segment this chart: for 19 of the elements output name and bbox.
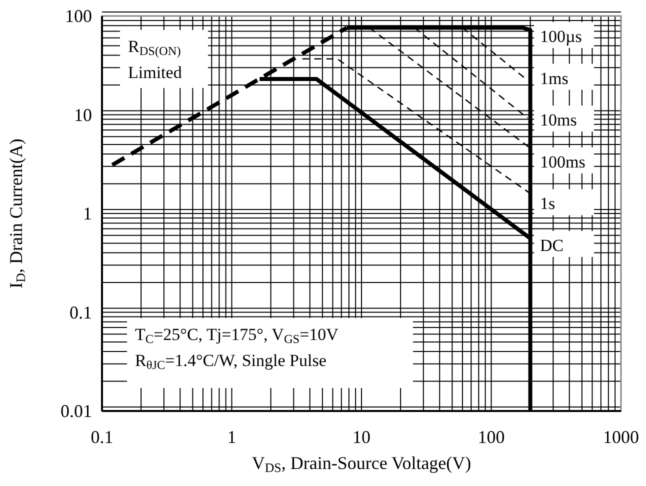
series-label: 100ms bbox=[540, 152, 586, 172]
y-tick-label: 100 bbox=[65, 6, 92, 26]
y-tick-label: 1 bbox=[83, 204, 92, 224]
text: T$_{C}$=25°C, Tj=175°, V$_{GS}$=10V R$_{θJC}$=1.4°C/W, Single Pulse bbox=[135, 325, 338, 372]
y-tick-label: 10 bbox=[74, 104, 92, 125]
series-label: 1s bbox=[540, 194, 556, 214]
x-tick-label: 0.1 bbox=[90, 427, 114, 447]
x-tick-label: 10 bbox=[352, 427, 370, 447]
series-label: DC bbox=[540, 236, 564, 255]
series-label: 1ms bbox=[540, 68, 568, 88]
series-label: 10ms bbox=[540, 110, 577, 130]
x-tick-label: 1000 bbox=[603, 427, 639, 447]
series-label: 100µs bbox=[540, 27, 582, 46]
y-tick-label: 0.1 bbox=[70, 302, 92, 322]
annotation: R$_{DS(ON)}$ Limited bbox=[128, 37, 182, 82]
x-tick-label: 100 bbox=[478, 427, 505, 447]
y-tick-label: 0.01 bbox=[60, 401, 92, 421]
x-axis-title: V$_{DS}$, Drain-Source Voltage(V) bbox=[252, 453, 472, 476]
x-tick-label: 1 bbox=[227, 427, 236, 447]
